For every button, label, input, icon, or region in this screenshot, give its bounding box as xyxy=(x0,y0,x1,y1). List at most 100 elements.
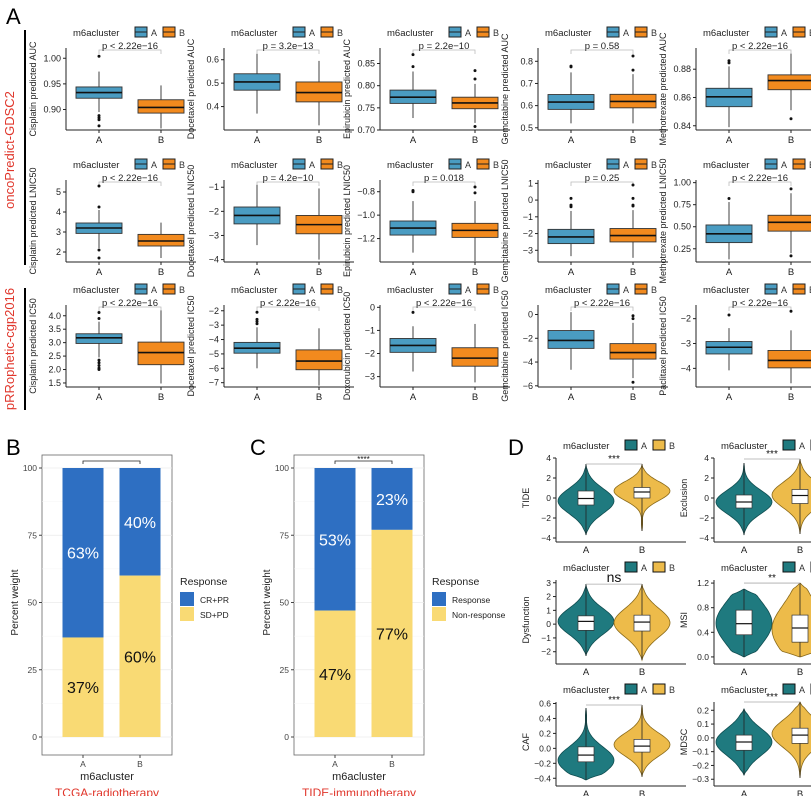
legend-label: Response xyxy=(452,595,491,605)
significance-label: *** xyxy=(608,695,620,706)
legend-a-label: A xyxy=(465,28,471,38)
boxplot-A12: m6acluster A B −7 −6 −5 −4 −3 −2 Docetaxel predic… xyxy=(186,283,354,403)
outlier-point xyxy=(97,363,101,367)
y-axis-label: Gemcitabine predicted LNIC50 xyxy=(500,159,510,282)
y-tick-label: −6 xyxy=(523,381,533,391)
legend-b-label: B xyxy=(669,685,675,695)
p-bracket xyxy=(570,49,634,54)
legend-title: Response xyxy=(180,576,227,588)
box-B xyxy=(767,214,811,232)
y-axis-label: Percent weight xyxy=(10,569,21,635)
y-tick-label: −4 xyxy=(209,335,219,345)
y-tick-label: 2 xyxy=(704,473,709,483)
y-tick-label: 0.25 xyxy=(673,244,691,254)
y-tick-label: −3 xyxy=(681,339,691,349)
legend-title: m6acluster xyxy=(563,441,609,452)
y-tick-label: 1.2 xyxy=(697,578,709,588)
box-B xyxy=(767,74,811,91)
p-bracket xyxy=(256,49,320,54)
y-axis-label: CAF xyxy=(521,732,531,751)
p-value: p < 2.22e−16 xyxy=(732,298,788,309)
y-tick-label: 2 xyxy=(546,592,551,602)
y-axis-label: Methotrexate predicted LNIC50 xyxy=(658,158,668,283)
x-tick-label: A xyxy=(254,392,261,403)
outlier-point xyxy=(97,368,101,372)
legend-title: m6acluster xyxy=(231,28,277,39)
outlier-point xyxy=(97,248,101,252)
y-tick-label: −0.3 xyxy=(692,774,709,784)
outlier-point xyxy=(727,61,731,65)
x-tick-label: B xyxy=(158,392,164,403)
y-tick-label: 0.95 xyxy=(43,79,61,89)
significance-label: ** xyxy=(768,573,776,584)
y-tick-label: 0.4 xyxy=(697,627,709,637)
outlier-point xyxy=(97,358,101,362)
y-tick-label: 100 xyxy=(23,463,37,473)
boxplot-A15: m6acluster A B −4 −3 −2 Paclitaxel predicted I… xyxy=(658,283,811,403)
bar-segment-sd+pd xyxy=(119,575,161,737)
bar-label: 37% xyxy=(67,680,99,697)
y-tick-label: −0.1 xyxy=(692,747,709,757)
legend-title: m6acluster xyxy=(703,160,749,171)
x-tick-label: A xyxy=(741,789,748,796)
y-tick-label: −4 xyxy=(209,255,219,265)
y-axis-label: Doxorubicin predicted IC50 xyxy=(342,292,352,401)
x-tick-label: B xyxy=(158,135,164,146)
legend-a-label: A xyxy=(781,285,787,295)
y-tick-label: 0.85 xyxy=(357,59,375,69)
y-tick-label: −2 xyxy=(541,513,551,523)
stacked-bar-C: 0 25 50 75 100 Percent weight 53% 47% A 23% 77% B **… xyxy=(262,454,506,796)
outlier-point xyxy=(631,54,635,58)
y-axis-label: Gemcitabine predicted IC50 xyxy=(500,290,510,402)
legend-a-label: A xyxy=(799,563,805,573)
significance-bracket xyxy=(334,460,393,464)
legend-b-label: B xyxy=(651,28,657,38)
outlier-point xyxy=(473,124,477,128)
legend-b-label: B xyxy=(809,285,811,295)
legend-title: m6acluster xyxy=(545,28,591,39)
violin-box-B xyxy=(791,489,809,504)
y-tick-label: −4 xyxy=(681,363,691,373)
box-A xyxy=(547,330,595,349)
x-tick-label: A xyxy=(726,135,733,146)
legend-title: m6acluster xyxy=(703,28,749,39)
bar-segment-response xyxy=(371,468,413,530)
significance-label: **** xyxy=(357,455,369,464)
x-tick-label: A xyxy=(741,667,748,678)
y-tick-label: 0.4 xyxy=(539,713,551,723)
y-tick-label: −3 xyxy=(209,320,219,330)
outlier-point xyxy=(631,317,635,321)
legend-a-label: A xyxy=(465,160,471,170)
outlier-point xyxy=(727,59,731,63)
boxplot-A4: m6acluster A B 0.5 0.6 0.7 0.8 Gemcitabine pred… xyxy=(500,26,668,146)
y-axis-label: Methotrexate predicted AUC xyxy=(658,32,668,146)
legend-a-label: A xyxy=(641,441,647,451)
outlier-point xyxy=(789,309,793,313)
outlier-point xyxy=(411,190,415,194)
outlier-point xyxy=(97,205,101,209)
y-tick-label: 0.75 xyxy=(357,103,375,113)
outlier-point xyxy=(631,183,635,187)
y-tick-label: 0.70 xyxy=(357,125,375,135)
y-tick-label: 1 xyxy=(528,178,533,188)
legend-b-label: B xyxy=(337,28,343,38)
legend-b-label: B xyxy=(337,285,343,295)
charts-layer: m6acluster A B 0.90 0.95 1.00 Cisplatin predic… xyxy=(10,26,811,796)
legend-title: m6acluster xyxy=(73,28,119,39)
y-tick-label: −0.2 xyxy=(692,760,709,770)
bar-label: 40% xyxy=(124,515,156,532)
bar-segment-response xyxy=(314,468,356,611)
stacked-bar-B: 0 25 50 75 100 Percent weight 63% 37% A 40% 60% Bm6… xyxy=(10,454,229,796)
y-tick-label: 1 xyxy=(546,605,551,615)
x-tick-label: A xyxy=(410,135,417,146)
y-tick-label: 0.0 xyxy=(697,733,709,743)
x-tick-label: B xyxy=(639,789,645,796)
legend-title: m6acluster xyxy=(231,285,277,296)
box-A xyxy=(75,333,123,344)
y-tick-label: 3 xyxy=(546,578,551,588)
y-tick-label: 0.5 xyxy=(206,78,219,88)
x-tick-label: B xyxy=(639,667,645,678)
legend-a-label: A xyxy=(641,563,647,573)
y-axis-label: Cisplatin predicted IC50 xyxy=(28,298,38,394)
